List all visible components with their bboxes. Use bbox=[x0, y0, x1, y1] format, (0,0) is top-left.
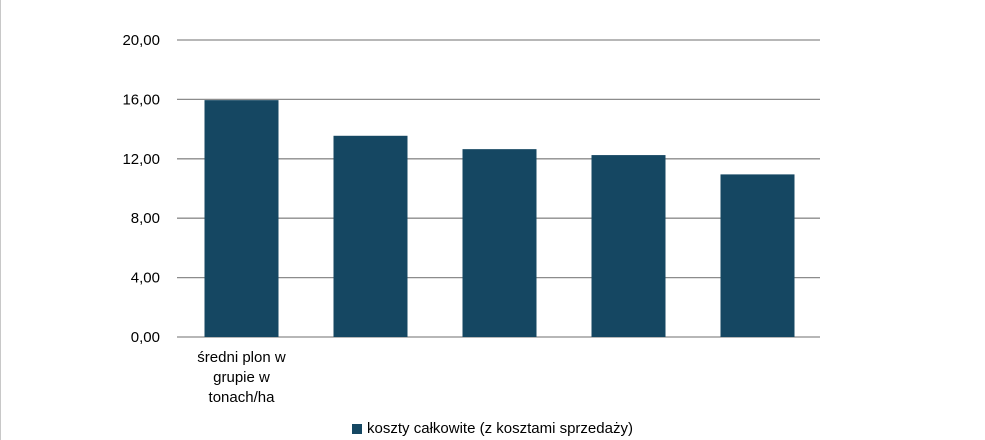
legend-label: koszty całkowite (z kosztami sprzedaży) bbox=[367, 420, 633, 437]
x-tick-label-line: średni plon w bbox=[197, 349, 286, 366]
bar bbox=[204, 100, 279, 337]
bar bbox=[462, 149, 537, 337]
y-tick-label: 20,00 bbox=[122, 32, 160, 49]
legend-item: koszty całkowite (z kosztami sprzedaży) bbox=[352, 419, 633, 439]
y-tick-label: 8,00 bbox=[131, 210, 160, 227]
gridlines bbox=[177, 39, 820, 338]
chart-left-border bbox=[0, 0, 1, 440]
bars bbox=[204, 100, 795, 337]
x-tick-label-line: tonach/ha bbox=[209, 389, 276, 406]
y-tick-label: 4,00 bbox=[131, 270, 160, 287]
bar bbox=[333, 135, 408, 337]
x-tick-labels: średni plon w grupie w tonach/ha bbox=[197, 349, 286, 406]
x-tick-label: średni plon w grupie w tonach/ha bbox=[197, 349, 286, 406]
x-tick-label-line: grupie w bbox=[213, 369, 270, 386]
legend: koszty całkowite (z kosztami sprzedaży) bbox=[0, 419, 985, 440]
y-tick-label: 0,00 bbox=[131, 329, 160, 346]
bar bbox=[591, 155, 666, 337]
y-tick-label: 12,00 bbox=[122, 151, 160, 168]
y-tick-label: 16,00 bbox=[122, 91, 160, 108]
y-tick-labels: 0,00 4,00 8,00 12,00 16,00 20,00 bbox=[122, 32, 160, 346]
bar bbox=[720, 174, 795, 337]
legend-swatch bbox=[352, 424, 363, 434]
